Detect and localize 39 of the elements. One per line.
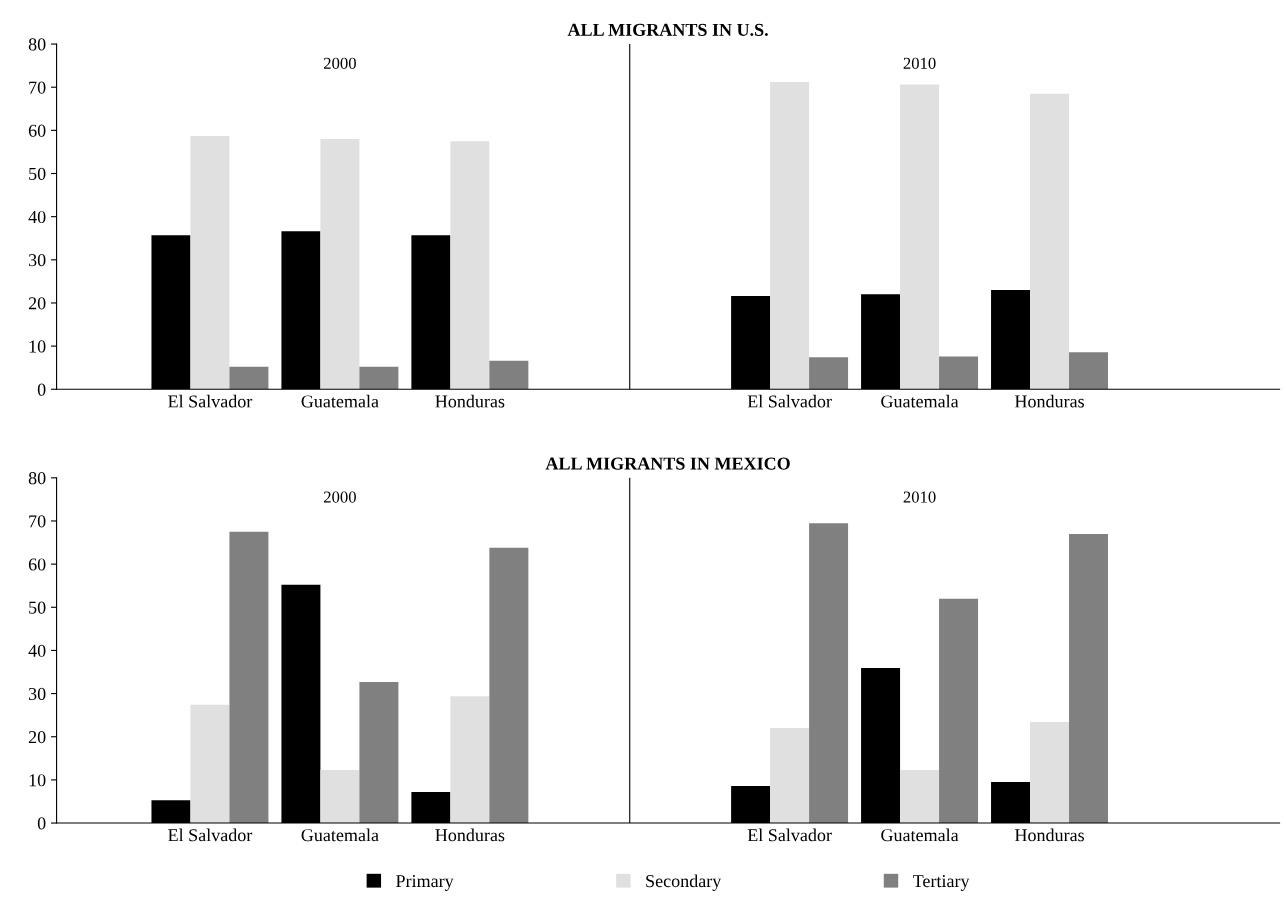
y-tick-label: 80 xyxy=(28,38,46,51)
y-tick-label: 30 xyxy=(28,254,46,267)
y-tick-label: 70 xyxy=(29,515,46,528)
y-tick-label: 20 xyxy=(28,730,46,744)
x-tick-label: Honduras xyxy=(435,394,505,408)
y-tick-label: 0 xyxy=(37,817,46,830)
y-tick-label: 30 xyxy=(28,687,46,701)
legend-label: Secondary xyxy=(646,874,722,891)
legend-label: Tertiary xyxy=(912,875,970,891)
x-tick-label: Honduras xyxy=(1014,394,1084,408)
x-tick-label: El Salvador xyxy=(747,828,832,842)
x-tick-label: Guatemala xyxy=(881,394,959,408)
y-tick-label: 60 xyxy=(28,124,46,137)
x-tick-label: Honduras xyxy=(1014,828,1084,842)
x-tick-label: Guatemala xyxy=(881,828,959,842)
y-tick-label: 70 xyxy=(29,81,46,94)
annotation: 2010 xyxy=(903,57,936,69)
annotation: 2010 xyxy=(903,491,936,503)
x-tick-label: Honduras xyxy=(435,828,505,842)
y-tick-label: 50 xyxy=(29,601,46,614)
x-tick-label: Guatemala xyxy=(301,394,379,408)
legend-label: Primary xyxy=(396,875,454,891)
y-tick-label: 40 xyxy=(28,644,46,657)
y-tick-label: 0 xyxy=(37,383,46,396)
chart-title: ALL MIGRANTS IN U.S. xyxy=(567,23,768,36)
y-tick-label: 80 xyxy=(28,472,46,485)
chart-title: ALL MIGRANTS IN MEXICO xyxy=(545,457,790,470)
y-tick-label: 20 xyxy=(28,297,46,310)
annotation: 2000 xyxy=(323,57,356,69)
annotation: 2000 xyxy=(323,491,356,503)
x-tick-label: El Salvador xyxy=(747,394,832,408)
y-tick-label: 40 xyxy=(28,210,46,224)
y-tick-label: 50 xyxy=(29,167,46,180)
y-tick-label: 60 xyxy=(28,558,46,571)
y-tick-label: 10 xyxy=(29,340,46,353)
y-tick-label: 10 xyxy=(29,774,46,787)
x-tick-label: El Salvador xyxy=(168,394,253,408)
x-tick-label: Guatemala xyxy=(301,828,379,842)
x-tick-label: El Salvador xyxy=(168,828,253,842)
